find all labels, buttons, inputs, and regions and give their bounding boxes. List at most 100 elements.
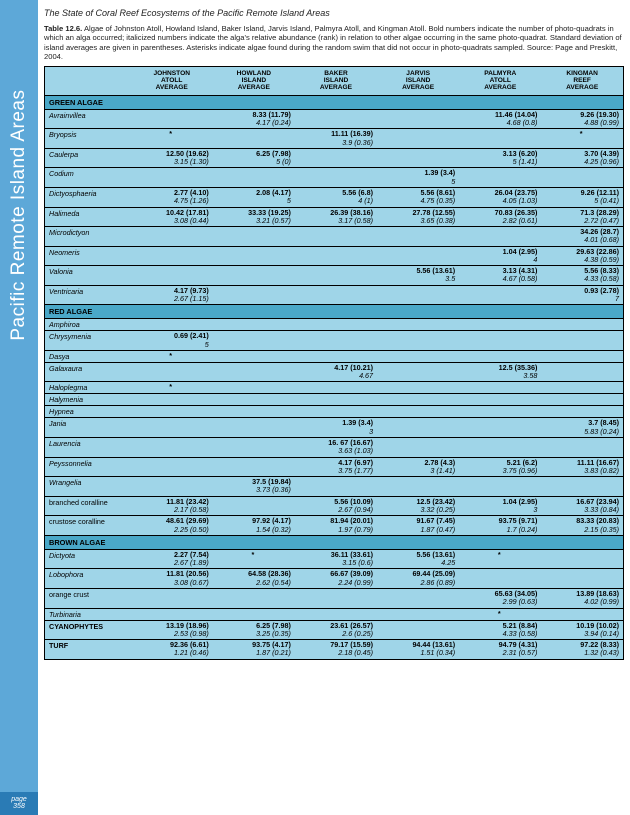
data-cell: 11.11 (16.39)3.9 (0.36)	[295, 129, 377, 149]
species-name: Wrangelia	[45, 477, 131, 497]
data-cell	[295, 608, 377, 620]
data-cell	[131, 319, 213, 331]
data-cell	[541, 331, 623, 351]
data-cell: 3.13 (6.20)5 (1.41)	[459, 148, 541, 168]
species-name: Peyssonnelia	[45, 457, 131, 477]
data-cell: *	[131, 382, 213, 394]
data-cell	[541, 477, 623, 497]
data-cell	[459, 477, 541, 497]
sidebar-title: Pacific Remote Island Areas	[8, 45, 30, 792]
data-cell: 81.94 (20.01)1.97 (0.79)	[295, 516, 377, 536]
data-cell: 13.89 (18.63)4.02 (0.99)	[541, 588, 623, 608]
data-cell	[459, 406, 541, 418]
data-cell: 69.44 (25.09)2.86 (0.89)	[377, 569, 459, 589]
data-cell	[295, 319, 377, 331]
section-header: BROWN ALGAE	[45, 535, 624, 549]
data-cell: 5.56 (13.61)4.25	[377, 549, 459, 569]
data-cell	[295, 246, 377, 266]
data-cell: 6.25 (7.98)3.25 (0.35)	[213, 620, 295, 640]
species-name: Halimeda	[45, 207, 131, 227]
data-cell: 26.39 (38.16)3.17 (0.58)	[295, 207, 377, 227]
data-cell	[295, 266, 377, 286]
data-cell	[131, 109, 213, 129]
data-cell: *	[213, 549, 295, 569]
data-cell: 1.04 (2.95)3	[459, 496, 541, 516]
data-cell	[459, 394, 541, 406]
data-cell: 8.33 (11.79)4.17 (0.24)	[213, 109, 295, 129]
data-cell	[295, 394, 377, 406]
species-name: Neomeris	[45, 246, 131, 266]
species-name: Haloplegma	[45, 382, 131, 394]
species-name: Bryopsis	[45, 129, 131, 149]
data-cell: 5.56 (8.61)4.75 (0.35)	[377, 187, 459, 207]
data-cell: *	[541, 129, 623, 149]
data-cell	[459, 168, 541, 188]
data-cell	[295, 382, 377, 394]
data-cell	[213, 438, 295, 458]
data-cell	[131, 457, 213, 477]
species-name: Avrainvillea	[45, 109, 131, 129]
data-cell: 33.33 (19.25)3.21 (0.57)	[213, 207, 295, 227]
data-cell	[213, 350, 295, 362]
data-cell: 12.50 (19.62)3.15 (1.30)	[131, 148, 213, 168]
data-cell: 97.92 (4.17)1.54 (0.32)	[213, 516, 295, 536]
data-cell: 2.77 (4.10)4.75 (1.26)	[131, 187, 213, 207]
data-cell	[213, 285, 295, 305]
data-cell	[377, 620, 459, 640]
data-cell: 11.11 (16.67)3.83 (0.82)	[541, 457, 623, 477]
data-cell: 36.11 (33.61)3.15 (0.6)	[295, 549, 377, 569]
species-name: Dictyosphaeria	[45, 187, 131, 207]
data-cell	[295, 406, 377, 418]
table-caption: Table 12.6. Algae of Johnston Atoll, How…	[44, 24, 624, 62]
data-cell	[295, 109, 377, 129]
data-cell	[541, 394, 623, 406]
data-cell	[459, 319, 541, 331]
data-cell: 26.04 (23.75)4.05 (1.03)	[459, 187, 541, 207]
data-cell	[131, 266, 213, 286]
data-cell	[131, 406, 213, 418]
data-cell	[213, 129, 295, 149]
data-cell	[377, 331, 459, 351]
data-cell	[131, 394, 213, 406]
data-cell: 12.5 (35.36)3.58	[459, 362, 541, 382]
sidebar: Pacific Remote Island Areas page358	[0, 0, 38, 815]
data-cell: *	[459, 608, 541, 620]
data-cell	[213, 331, 295, 351]
species-name: crustose coralline	[45, 516, 131, 536]
data-cell	[213, 394, 295, 406]
col-header	[45, 66, 131, 95]
data-cell	[459, 569, 541, 589]
data-cell: 93.75 (4.17)1.87 (0.21)	[213, 640, 295, 660]
species-name: Hypnea	[45, 406, 131, 418]
algae-table: JOHNSTONATOLLAVERAGEHOWLANDISLANDAVERAGE…	[44, 66, 624, 660]
data-cell: 4.17 (9.73)2.67 (1.15)	[131, 285, 213, 305]
data-cell	[459, 382, 541, 394]
data-cell	[377, 350, 459, 362]
data-cell: 0.69 (2.41)5	[131, 331, 213, 351]
caption-text: Algae of Johnston Atoll, Howland Island,…	[44, 24, 622, 61]
table-header-row: JOHNSTONATOLLAVERAGEHOWLANDISLANDAVERAGE…	[45, 66, 624, 95]
data-cell: 9.26 (19.30)4.88 (0.99)	[541, 109, 623, 129]
data-cell: 71.3 (28.29)2.72 (0.47)	[541, 207, 623, 227]
data-cell: 93.75 (9.71)1.7 (0.24)	[459, 516, 541, 536]
data-cell: 2.08 (4.17)5	[213, 187, 295, 207]
species-name: Amphiroa	[45, 319, 131, 331]
data-cell	[131, 438, 213, 458]
col-header: JARVISISLANDAVERAGE	[377, 66, 459, 95]
data-cell: 11.81 (20.56)3.08 (0.67)	[131, 569, 213, 589]
data-cell: 94.44 (13.61)1.51 (0.34)	[377, 640, 459, 660]
species-name: Codium	[45, 168, 131, 188]
species-name: orange crust	[45, 588, 131, 608]
species-name: Caulerpa	[45, 148, 131, 168]
data-cell	[541, 549, 623, 569]
data-cell: 4.17 (6.97)3.75 (1.77)	[295, 457, 377, 477]
data-cell: 16.67 (23.94)3.33 (0.84)	[541, 496, 623, 516]
data-cell	[131, 362, 213, 382]
data-cell: 5.21 (6.2)3.75 (0.96)	[459, 457, 541, 477]
data-cell	[377, 394, 459, 406]
data-cell: 3.7 (8.45)5.83 (0.24)	[541, 418, 623, 438]
species-name: Microdictyon	[45, 227, 131, 247]
data-cell	[541, 168, 623, 188]
data-cell	[131, 168, 213, 188]
data-cell	[541, 350, 623, 362]
